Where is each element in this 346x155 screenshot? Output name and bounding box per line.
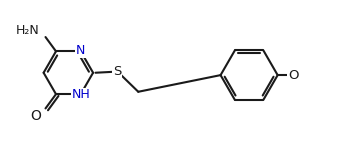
Text: O: O	[288, 69, 299, 82]
Text: S: S	[113, 65, 121, 78]
Text: O: O	[30, 108, 42, 123]
Text: N: N	[76, 44, 85, 57]
Text: NH: NH	[72, 88, 91, 101]
Text: H₂N: H₂N	[16, 24, 39, 37]
